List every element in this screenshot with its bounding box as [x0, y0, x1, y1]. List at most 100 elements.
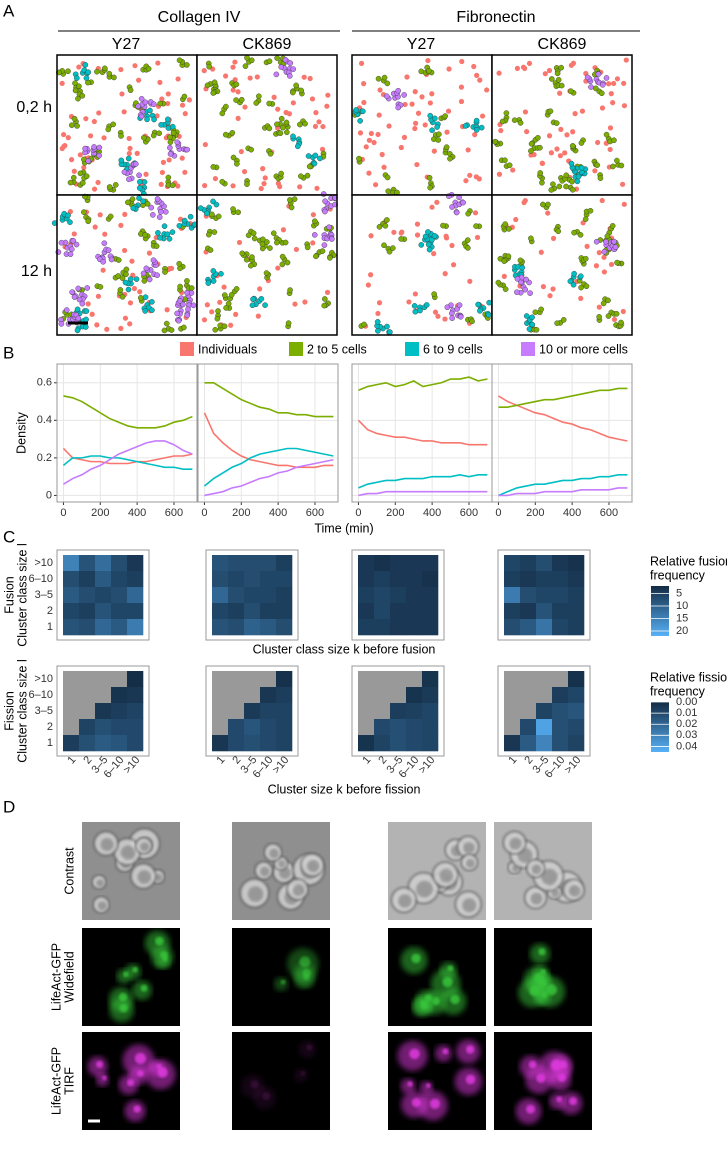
cell-dot — [176, 260, 183, 267]
cell-dot — [275, 265, 281, 271]
cell-dot — [182, 169, 188, 175]
heatmap-cell — [422, 735, 439, 752]
cell-dot — [459, 58, 465, 65]
cell-dot — [147, 107, 153, 114]
cell-dot — [293, 82, 299, 89]
cell-dot — [262, 175, 268, 181]
cell-dot — [569, 143, 576, 149]
legend-label: Individuals — [198, 342, 257, 356]
cell-dot — [142, 308, 148, 314]
cell-dot — [129, 196, 136, 202]
heatmap-cell — [276, 719, 293, 736]
cell-dot — [81, 209, 87, 215]
cell-dot — [401, 92, 407, 98]
heatmap-cell — [520, 719, 537, 736]
cell-dot — [412, 125, 418, 132]
cell-body — [137, 870, 152, 884]
cell-dot — [146, 276, 153, 283]
cell-dot — [69, 289, 75, 295]
cell-dot — [96, 144, 103, 151]
heatmap-cell — [95, 687, 112, 704]
cell-dot — [584, 243, 590, 249]
cell-dot — [202, 141, 208, 148]
fluorescent-spot — [465, 1045, 475, 1054]
heatmap-cell — [422, 687, 439, 704]
cell-dot — [532, 309, 539, 315]
substrate-label: Collagen IV — [158, 9, 241, 26]
heatmap-cell — [358, 619, 375, 636]
row-label: 3–5 — [35, 705, 53, 717]
cell-dot — [174, 310, 180, 317]
cell-dot — [211, 229, 218, 235]
cell-dot — [384, 174, 391, 181]
legend-swatch — [289, 342, 303, 356]
x-tick-label: 600 — [460, 507, 478, 519]
cell-body — [530, 892, 543, 905]
cell-dot — [100, 258, 106, 265]
cell-dot — [94, 322, 100, 328]
cell-dot — [568, 88, 574, 94]
cell-dot — [92, 224, 98, 230]
cell-dot — [540, 284, 547, 290]
cell-dot — [365, 282, 371, 288]
cell-dot — [465, 245, 471, 251]
heatmap-cell — [95, 719, 112, 736]
cell-dot — [97, 212, 103, 218]
cell-dot — [360, 108, 366, 115]
fluorescent-spot — [569, 1097, 577, 1106]
heatmap-cell — [244, 555, 261, 572]
cell-dot — [386, 248, 393, 255]
cell-dot — [76, 64, 82, 70]
heatmap-cell — [568, 555, 585, 572]
heatmap-cell — [111, 719, 128, 736]
cell-dot — [126, 176, 132, 183]
heatmap-cell — [127, 687, 144, 704]
cell-dot — [202, 182, 208, 189]
heatmap-cell — [244, 603, 261, 620]
heatmap-cell — [95, 703, 112, 720]
cell-dot — [284, 129, 290, 136]
cell-dot — [444, 129, 450, 135]
colorbar — [651, 586, 669, 636]
cell-dot — [609, 223, 616, 229]
cell-dot — [312, 152, 319, 159]
cell-dot — [620, 308, 626, 315]
cell-dot — [256, 93, 262, 100]
cell-dot — [138, 113, 145, 120]
cell-dot — [79, 300, 86, 307]
cell-dot — [122, 315, 129, 321]
cell-dot — [82, 145, 88, 152]
heatmap-cell — [390, 687, 407, 704]
cell-dot — [427, 100, 433, 106]
cell-dot — [280, 124, 286, 131]
heatmap-cell — [244, 719, 261, 736]
heatmap-cell — [552, 719, 569, 736]
cell-dot — [159, 169, 166, 176]
heatmap-cell — [536, 687, 553, 704]
cell-dot — [119, 91, 125, 97]
treatment-label: Y27 — [112, 36, 141, 53]
micro-image — [388, 822, 486, 920]
heatmap-cell — [212, 719, 229, 736]
cell-dot — [539, 179, 545, 186]
cell-dot — [148, 204, 155, 211]
cell-dot — [578, 165, 585, 171]
cell-dot — [601, 269, 607, 275]
cell-dot — [94, 68, 100, 75]
cell-dot — [287, 197, 293, 203]
cell-body — [140, 842, 150, 852]
cell-dot — [261, 181, 267, 187]
heatmap-cell — [244, 571, 261, 588]
cell-dot — [112, 182, 119, 188]
cell-dot — [445, 108, 452, 114]
tracking-image — [56, 54, 198, 197]
cell-dot — [282, 56, 289, 63]
cell-dot — [306, 163, 313, 170]
heatmap-cell — [127, 555, 144, 572]
cell-dot — [368, 130, 374, 137]
cell-dot — [286, 73, 293, 79]
cell-dot — [136, 195, 142, 201]
cell-dot — [121, 169, 128, 175]
heatmap-cell — [406, 687, 423, 704]
